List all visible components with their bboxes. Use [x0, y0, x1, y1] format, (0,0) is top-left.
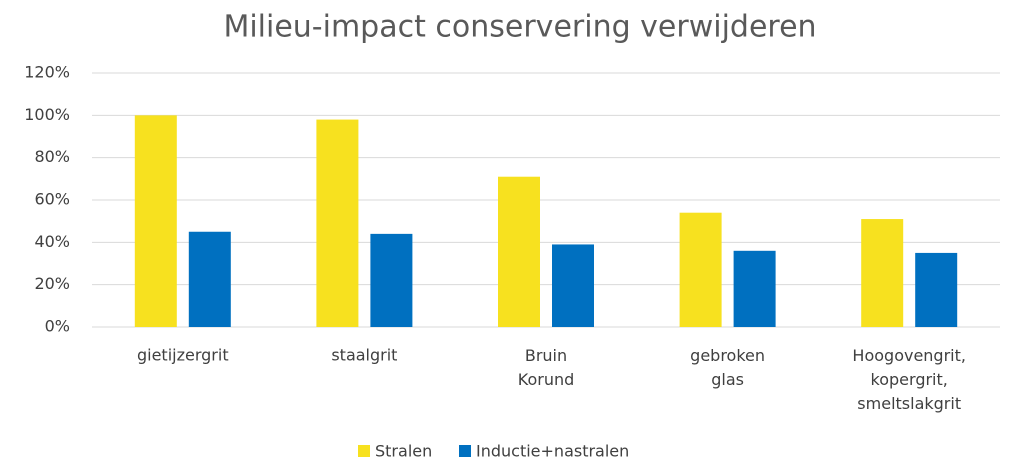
y-tick-label: 0% — [45, 317, 70, 336]
x-tick-label: Bruin Korund — [518, 346, 575, 389]
y-tick-label: 120% — [24, 63, 70, 82]
chart-title: Milieu-impact conservering verwijderen — [223, 10, 816, 45]
bar — [861, 219, 904, 327]
x-tick-label: gebroken glas — [690, 346, 765, 389]
y-tick-label: 80% — [34, 147, 70, 166]
legend-swatch — [358, 445, 370, 457]
bar — [915, 252, 958, 327]
y-tick-label: 20% — [34, 274, 70, 293]
legend-label: Inductie+nastralen — [476, 442, 629, 461]
x-tick-label: gietijzergrit — [137, 346, 229, 365]
legend-swatch — [459, 445, 471, 457]
bar — [733, 250, 776, 327]
bar — [316, 119, 359, 327]
bar — [370, 233, 413, 327]
bar — [552, 244, 594, 327]
y-tick-label: 100% — [24, 105, 70, 124]
x-tick-label: Hoogovengrit, kopergrit, smeltslakgrit — [852, 346, 966, 413]
legend-label: Stralen — [375, 442, 432, 461]
bar — [134, 115, 177, 327]
x-tick-label: staalgrit — [331, 346, 397, 365]
bar — [498, 176, 540, 327]
y-tick-label: 60% — [34, 190, 70, 209]
bar — [679, 212, 722, 327]
bar — [188, 231, 231, 327]
y-tick-label: 40% — [34, 232, 70, 251]
